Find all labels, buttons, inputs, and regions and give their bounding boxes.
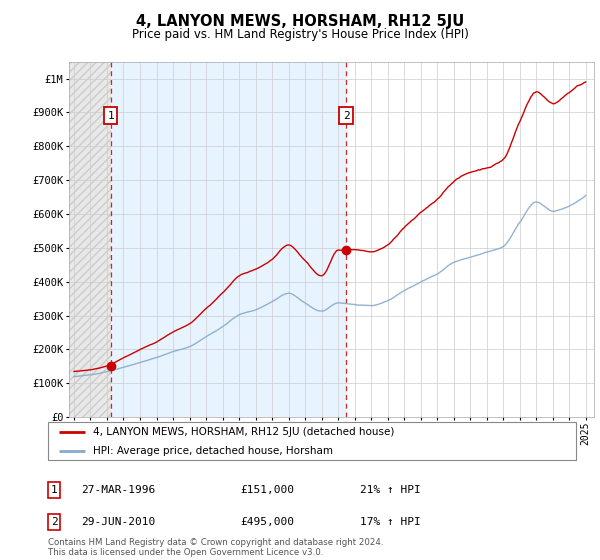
Text: 21% ↑ HPI: 21% ↑ HPI bbox=[360, 485, 421, 495]
Bar bbox=[111, 62, 346, 417]
Text: 4, LANYON MEWS, HORSHAM, RH12 5JU (detached house): 4, LANYON MEWS, HORSHAM, RH12 5JU (detac… bbox=[93, 427, 394, 437]
Text: HPI: Average price, detached house, Horsham: HPI: Average price, detached house, Hors… bbox=[93, 446, 333, 456]
Text: 27-MAR-1996: 27-MAR-1996 bbox=[81, 485, 155, 495]
Text: £495,000: £495,000 bbox=[240, 517, 294, 527]
Text: 29-JUN-2010: 29-JUN-2010 bbox=[81, 517, 155, 527]
Text: 2: 2 bbox=[50, 517, 58, 527]
Text: 1: 1 bbox=[107, 111, 114, 121]
Text: 4, LANYON MEWS, HORSHAM, RH12 5JU: 4, LANYON MEWS, HORSHAM, RH12 5JU bbox=[136, 14, 464, 29]
Text: £151,000: £151,000 bbox=[240, 485, 294, 495]
Text: Contains HM Land Registry data © Crown copyright and database right 2024.
This d: Contains HM Land Registry data © Crown c… bbox=[48, 538, 383, 557]
Text: 2: 2 bbox=[343, 111, 350, 121]
Text: Price paid vs. HM Land Registry's House Price Index (HPI): Price paid vs. HM Land Registry's House … bbox=[131, 28, 469, 41]
Text: 17% ↑ HPI: 17% ↑ HPI bbox=[360, 517, 421, 527]
FancyBboxPatch shape bbox=[48, 422, 576, 460]
Text: 1: 1 bbox=[50, 485, 58, 495]
Bar bbox=[69, 62, 111, 417]
